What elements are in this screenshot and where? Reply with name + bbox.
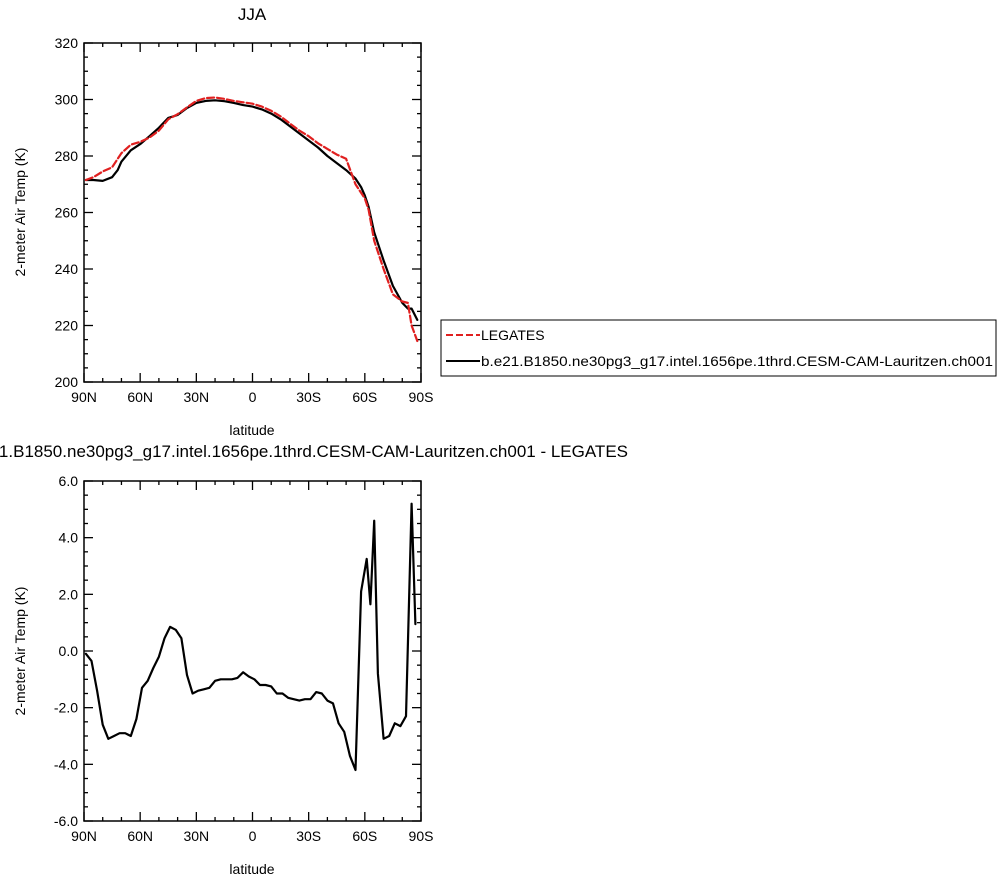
upper-x-tick-labels: 90N 60N 30N 0 30S 60S 90S bbox=[71, 389, 433, 405]
x-tick-label: 60S bbox=[352, 389, 377, 405]
x-tick-label: 90N bbox=[71, 828, 97, 844]
lower-plot-frame bbox=[83, 480, 422, 822]
y-tick-label: 4.0 bbox=[59, 530, 79, 546]
x-tick-label: 90S bbox=[409, 389, 434, 405]
upper-chart-title: JJA bbox=[238, 5, 267, 24]
y-tick-label: 320 bbox=[55, 35, 79, 51]
series-line-0 bbox=[84, 502, 417, 772]
x-tick-label: 60S bbox=[352, 828, 377, 844]
x-tick-label: 90N bbox=[71, 389, 97, 405]
x-tick-label: 60N bbox=[127, 389, 153, 405]
x-tick-label: 90S bbox=[409, 828, 434, 844]
lower-ticks bbox=[83, 480, 422, 822]
y-tick-label: -6.0 bbox=[54, 813, 78, 829]
y-tick-label: 6.0 bbox=[59, 473, 79, 489]
lower-chart-title: b.e21.B1850.ne30pg3_g17.intel.1656pe.1th… bbox=[0, 442, 628, 461]
y-tick-label: 2.0 bbox=[59, 586, 79, 602]
series-line-0 bbox=[84, 96, 419, 343]
x-tick-label: 0 bbox=[249, 389, 257, 405]
upper-y-axis-label: 2-meter Air Temp (K) bbox=[12, 148, 28, 277]
x-tick-label: 60N bbox=[127, 828, 153, 844]
y-tick-label: -2.0 bbox=[54, 700, 78, 716]
upper-x-axis-label: latitude bbox=[229, 422, 274, 438]
legend-label-model: b.e21.B1850.ne30pg3_g17.intel.1656pe.1th… bbox=[481, 353, 993, 369]
legend-box bbox=[440, 319, 997, 377]
x-tick-label: 30N bbox=[183, 389, 209, 405]
lower-y-tick-labels: -6.0 -4.0 -2.0 0.0 2.0 4.0 6.0 bbox=[54, 473, 78, 829]
legend-label-legates: LEGATES bbox=[481, 327, 545, 343]
lower-series-lines bbox=[84, 502, 417, 772]
y-tick-label: 260 bbox=[55, 205, 79, 221]
upper-ticks bbox=[83, 42, 422, 383]
y-tick-label: 280 bbox=[55, 148, 79, 164]
y-tick-label: 200 bbox=[55, 374, 79, 390]
lower-chart: b.e21.B1850.ne30pg3_g17.intel.1656pe.1th… bbox=[0, 442, 628, 877]
upper-y-tick-labels: 200 220 240 260 280 300 320 bbox=[55, 35, 79, 390]
y-tick-label: 220 bbox=[55, 318, 79, 334]
x-tick-label: 0 bbox=[249, 828, 257, 844]
legend: LEGATES b.e21.B1850.ne30pg3_g17.intel.16… bbox=[440, 319, 997, 377]
x-tick-label: 30N bbox=[183, 828, 209, 844]
upper-chart: JJA 90N 60N 30N 0 30S 60S 90S 200 220 240 260 280 3… bbox=[12, 5, 997, 438]
upper-series-lines bbox=[84, 96, 419, 343]
y-tick-label: -4.0 bbox=[54, 756, 78, 772]
y-tick-label: 0.0 bbox=[59, 643, 79, 659]
y-tick-label: 300 bbox=[55, 92, 79, 108]
x-tick-label: 30S bbox=[296, 828, 321, 844]
x-tick-label: 30S bbox=[296, 389, 321, 405]
lower-x-axis-label: latitude bbox=[229, 861, 274, 877]
lower-x-tick-labels: 90N 60N 30N 0 30S 60S 90S bbox=[71, 828, 433, 844]
lower-y-axis-label: 2-meter Air Temp (K) bbox=[12, 587, 28, 716]
y-tick-label: 240 bbox=[55, 261, 79, 277]
